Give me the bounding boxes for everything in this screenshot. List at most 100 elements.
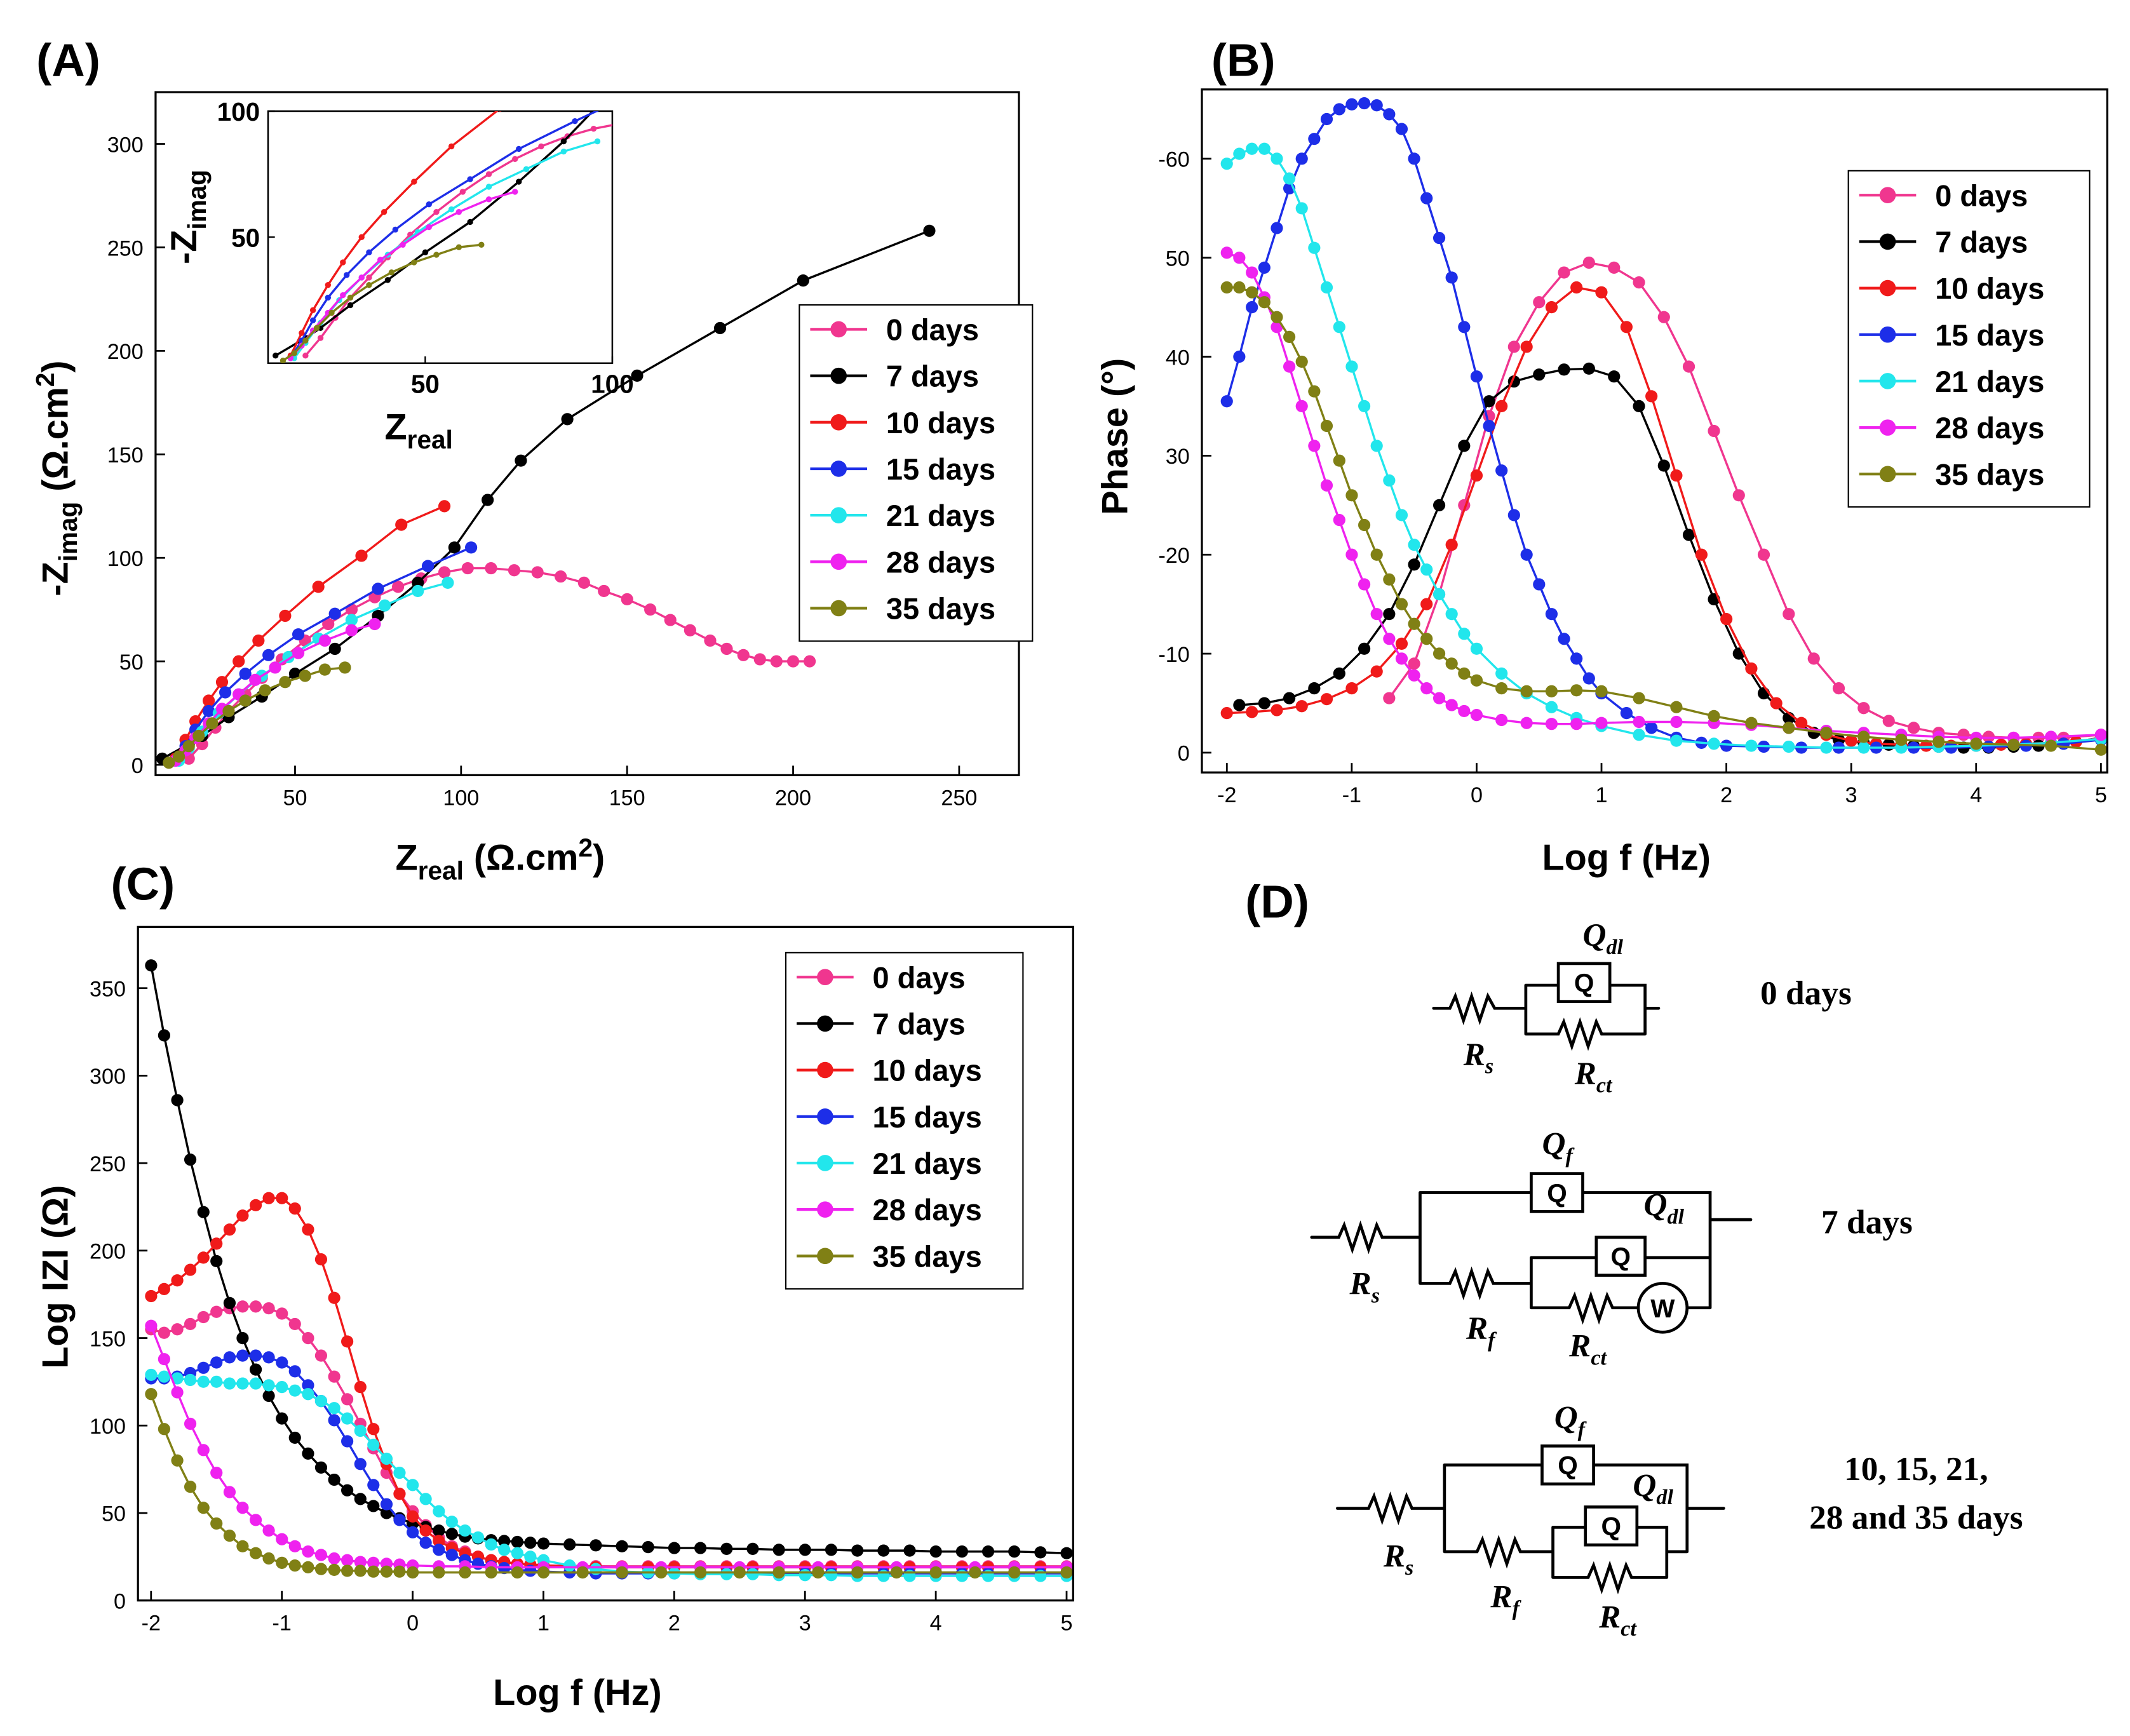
nyquist-point-15-days (328, 607, 341, 620)
phase-point-28-days (1383, 633, 1396, 645)
nyquist-legend-label-15-days: 15 days (886, 453, 995, 486)
bode-point-28-days (314, 1549, 328, 1561)
inset-frame (267, 110, 614, 365)
phase-point-0-days (1857, 702, 1870, 715)
bode-point-35-days (158, 1423, 170, 1436)
bode-legend: 0 days 7 days 10 days 15 days 21 days 28 days… (785, 952, 1024, 1290)
phase-point-21-days (1333, 321, 1345, 333)
nyquist-series (156, 224, 936, 769)
phase-point-0-days (1832, 682, 1845, 695)
bode-point-35-days (812, 1566, 825, 1579)
bode-point-7-days (642, 1540, 654, 1554)
bode-point-15-days (302, 1379, 314, 1392)
bode-ytick-label: 50 (102, 1502, 126, 1526)
phase-point-28-days (1395, 652, 1408, 665)
bode-point-21-days (498, 1544, 511, 1556)
phase-point-15-days (1533, 578, 1546, 591)
phase-point-21-days (1458, 628, 1471, 640)
bode-point-0-days (262, 1302, 275, 1315)
inset-point-0-days (512, 156, 518, 162)
phase-point-35-days (1495, 682, 1508, 695)
bode-point-21-days (210, 1375, 223, 1388)
nyquist-point-15-days (219, 686, 232, 699)
phase-point-15-days (1258, 261, 1271, 274)
phase-point-35-days (1432, 647, 1446, 660)
inset-point-15-days (516, 145, 522, 152)
phase-point-15-days (1945, 741, 1957, 754)
inset-series (273, 111, 612, 363)
phase-point-35-days (1895, 734, 1908, 746)
phase-point-10-days (1595, 286, 1608, 299)
phase-point-0-days (1732, 489, 1745, 502)
bode-point-7-days (1034, 1546, 1047, 1559)
bode-point-35-days (772, 1566, 785, 1579)
phase-point-15-days (1982, 740, 1995, 753)
phase-point-15-days (1545, 608, 1558, 621)
phase-legend-marker-15-days (1879, 326, 1896, 343)
nyquist-point-28-days (318, 634, 332, 647)
nyquist-point-10-days (355, 549, 368, 562)
phase-ytick-label: 40 (1166, 346, 1190, 370)
phase-point-21-days (1295, 202, 1308, 215)
phase-point-10-days (1220, 707, 1233, 720)
phase-point-7-days (1283, 692, 1296, 704)
bode-point-7-days (341, 1484, 354, 1497)
bode-point-7-days (445, 1528, 458, 1540)
bode-point-35-days (576, 1566, 589, 1579)
phase-point-15-days (1420, 192, 1433, 205)
phase-point-15-days (1720, 739, 1733, 752)
inset-point-0-days (459, 189, 466, 195)
bode-point-21-days (825, 1569, 838, 1582)
bode-point-7-days (1008, 1545, 1021, 1558)
phase-ytick-label: 30 (1166, 445, 1190, 469)
phase-legend-label-21-days: 21 days (1935, 365, 2044, 398)
inset-point-28-days (426, 224, 432, 231)
bode-point-0-days (171, 1323, 184, 1336)
nyquist-point-0-days (438, 566, 451, 579)
bode-point-7-days (981, 1545, 995, 1558)
phase-xtick-label: 2 (1720, 783, 1732, 807)
phase-point-10-days (1445, 539, 1458, 551)
nyquist-xtick-label: 250 (941, 786, 977, 810)
phase-legend-label-7-days: 7 days (1935, 225, 2028, 259)
bode-point-7-days (171, 1094, 184, 1107)
bode-point-15-days (367, 1479, 380, 1491)
bode-legend-marker-21-days (817, 1155, 833, 1171)
bode-point-35-days (276, 1556, 288, 1569)
bode-xtick-label: -2 (142, 1612, 161, 1636)
bode-point-7-days (184, 1154, 197, 1166)
circuit-7-days: Q Q W Qf Qdl Rs Rf Rct 7 days (1310, 1126, 1913, 1369)
bode-legend-label-28-days: 28 days (873, 1194, 982, 1227)
bode-point-15-days (262, 1351, 275, 1364)
phase-point-15-days (1582, 672, 1595, 685)
phase-xtick-label: 1 (1596, 783, 1608, 807)
bode-point-28-days (354, 1556, 367, 1568)
phase-point-35-days (2007, 738, 2020, 751)
nyquist-point-28-days (368, 617, 381, 631)
bode-ytick-label: 250 (90, 1152, 126, 1176)
inset-point-21-days (594, 138, 601, 145)
bode-point-21-days (145, 1368, 158, 1382)
inset-point-35-days (347, 294, 354, 301)
phase-point-21-days (1246, 142, 1258, 155)
nyquist-point-0-days (621, 593, 633, 606)
bode-point-10-days (276, 1192, 288, 1204)
phase-point-15-days (1507, 509, 1520, 521)
inset-point-7-days (384, 277, 391, 283)
panel-title-d: (D) (1245, 876, 1309, 927)
phase-point-10-days (1320, 693, 1333, 706)
phase-point-10-days (1545, 301, 1558, 314)
circuit-0-cpe-box (1556, 962, 1612, 1003)
phase-point-10-days (1420, 598, 1433, 610)
phase-point-35-days (1345, 489, 1358, 502)
inset-point-35-days (302, 337, 309, 344)
bode-legend-marker-15-days (817, 1108, 833, 1125)
phase-point-35-days (1308, 385, 1321, 398)
inset-point-28-days (485, 196, 492, 203)
nyquist-point-35-days (206, 717, 219, 730)
nyquist-point-28-days (269, 661, 281, 674)
phase-point-10-days (1271, 704, 1283, 717)
bode-point-10-days (158, 1282, 170, 1295)
bode-point-7-days (1060, 1547, 1073, 1559)
